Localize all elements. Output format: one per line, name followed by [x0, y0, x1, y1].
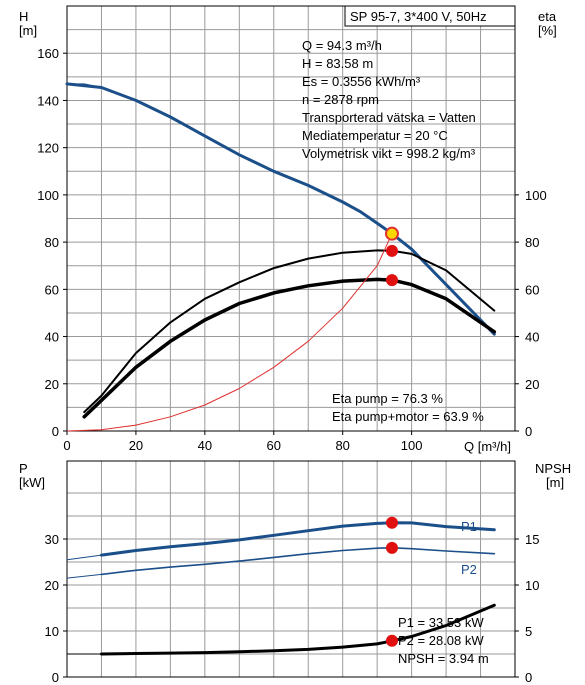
bottom-series-line-P1: [100, 521, 496, 557]
bottom-y-right-tick-label: 0: [525, 670, 532, 685]
bottom-y-left-tick-label: 30: [45, 532, 59, 547]
bottom-operating-point-marker-0: [385, 516, 398, 529]
bottom-chart-grid: [67, 461, 515, 677]
top-series-line-3: [82, 277, 497, 419]
p2-annotation: P2 = 28.08 kW: [398, 633, 484, 648]
bottom-y-right-tick-label: 15: [525, 532, 539, 547]
y-right-tick-label: 100: [525, 188, 547, 203]
x-tick-label: 40: [198, 438, 212, 453]
y-left-tick-label: 60: [45, 282, 59, 297]
x-tick-label: 80: [335, 438, 349, 453]
top-series-line-0: [65, 82, 496, 336]
info-density: Volymetrisk vikt = 998.2 kg/m³: [302, 146, 476, 161]
bottom-y-right-label-line1: NPSH: [535, 461, 571, 476]
eta-pump-annotation: Eta pump = 76.3 %: [332, 391, 443, 406]
operating-point-marker-1: [385, 244, 398, 257]
bottom-series-line-P2: [100, 547, 496, 576]
operating-point-marker-0: [384, 226, 399, 241]
bottom-y-left-tick-label: 0: [52, 670, 59, 685]
npsh-annotation: NPSH = 3.94 m: [398, 651, 489, 666]
top-series-line-1: [66, 83, 102, 88]
bottom-chart-frame: [66, 460, 516, 678]
y-right-tick-label: 60: [525, 282, 539, 297]
x-tick-label: 0: [63, 438, 70, 453]
top-chart-markers: [384, 226, 399, 287]
bottom-y-left-tick-label: 10: [45, 624, 59, 639]
bottom-chart-series: [66, 521, 496, 656]
bottom-series-extension-1: [66, 573, 102, 579]
p1-series-label: P1: [461, 519, 477, 534]
info-h: H = 83.58 m: [302, 56, 373, 71]
bottom-y-left-label-line1: P: [19, 461, 28, 476]
bottom-series-line-NPSH: [100, 603, 496, 656]
bottom-operating-point-marker-2: [385, 634, 398, 647]
eta-pump-motor-annotation: Eta pump+motor = 63.9 %: [332, 409, 484, 424]
x-tick-label: 20: [129, 438, 143, 453]
top-y-left-label-line2: [m]: [19, 23, 37, 38]
info-es: Es = 0.3556 kWh/m³: [302, 74, 421, 89]
y-left-tick-label: 140: [37, 93, 59, 108]
bottom-y-right-tick-label: 10: [525, 578, 539, 593]
x-tick-label: 100: [401, 438, 423, 453]
title-box: [344, 5, 516, 27]
y-left-tick-label: 160: [37, 46, 59, 61]
y-right-tick-label: 0: [525, 424, 532, 439]
bottom-y-left-tick-label: 20: [45, 578, 59, 593]
top-chart-frame: [66, 5, 516, 432]
y-left-tick-label: 100: [37, 188, 59, 203]
bottom-y-right-tick-labels: 0 5 10 15: [515, 532, 539, 685]
top-y-left-label-line1: H: [19, 9, 28, 24]
info-n: n = 2878 rpm: [302, 92, 379, 107]
chart-title: SP 95-7, 3*400 V, 50Hz: [350, 9, 487, 24]
y-right-tick-label: 40: [525, 330, 539, 345]
operating-point-marker-2: [385, 274, 398, 287]
top-y-left-tick-labels: 0 20 40 60 80 100 120 140 160: [37, 46, 67, 439]
bottom-y-left-tick-labels: 0 10 20 30: [45, 532, 67, 685]
bottom-y-right-label-line2: [m]: [546, 475, 564, 490]
x-tick-label: 60: [267, 438, 281, 453]
bottom-y-right-tick-label: 5: [525, 624, 532, 639]
bottom-y-left-label-line2: [kW]: [19, 475, 45, 490]
top-x-axis-label: Q [m³/h]: [464, 439, 511, 454]
bottom-chart-markers: [385, 516, 398, 647]
info-temperature: Mediatemperatur = 20 °C: [302, 128, 448, 143]
y-left-tick-label: 80: [45, 235, 59, 250]
top-y-right-label-line1: eta: [538, 9, 557, 24]
y-left-tick-label: 40: [45, 330, 59, 345]
y-right-tick-label: 20: [525, 377, 539, 392]
top-x-tick-labels: 0 20 40 60 80 100: [63, 431, 422, 453]
y-left-tick-label: 120: [37, 141, 59, 156]
p1-annotation: P1 = 33.53 kW: [398, 615, 484, 630]
bottom-operating-point-marker-1: [385, 541, 398, 554]
top-chart-series: [65, 82, 497, 432]
y-left-tick-label: 0: [52, 424, 59, 439]
p2-series-label: P2: [461, 562, 477, 577]
y-left-tick-label: 20: [45, 377, 59, 392]
top-series-line-4: [66, 233, 393, 432]
info-q: Q = 94.3 m³/h: [302, 38, 382, 53]
top-y-right-tick-labels: 0 20 40 60 80 100: [515, 188, 547, 439]
info-liquid: Transporterad vätska = Vatten: [302, 110, 476, 125]
top-series-line-2: [83, 249, 496, 414]
y-right-tick-label: 80: [525, 235, 539, 250]
top-y-right-label-line2: [%]: [538, 23, 557, 38]
bottom-series-extension-0: [66, 554, 102, 561]
